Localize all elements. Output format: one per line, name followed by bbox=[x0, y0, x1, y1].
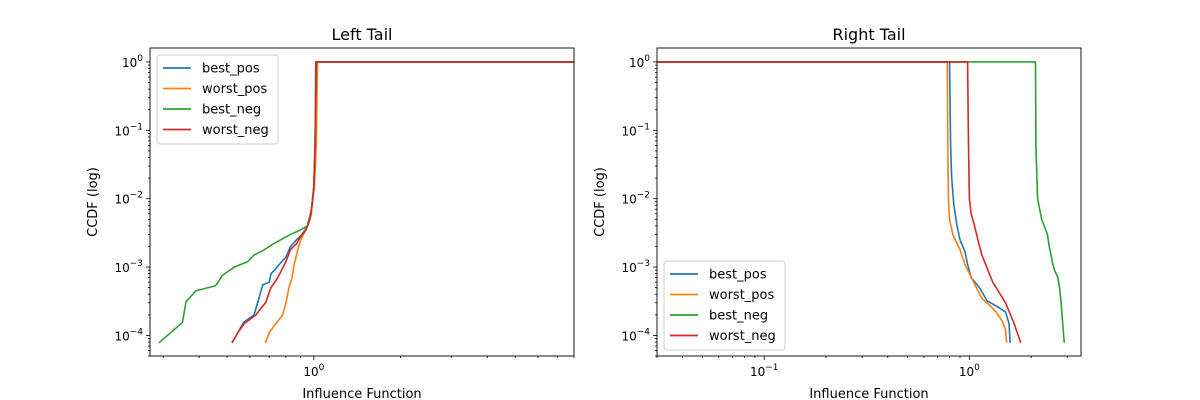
y-tick-label: 10−2 bbox=[114, 191, 143, 207]
left-tail-x-ticks: 100 bbox=[162, 356, 575, 379]
y-tick-label: 100 bbox=[122, 54, 143, 70]
right-tail-title: Right Tail bbox=[832, 25, 905, 44]
right-tail-y-axis-label: CCDF (log) bbox=[593, 167, 608, 237]
right-tail-panel: Right Tail 10−1 100 10−4 10−3 10−2 10−1 100 I… bbox=[593, 25, 1082, 400]
left-tail-x-axis-label: Influence Function bbox=[302, 387, 421, 400]
y-tick-label: 10−3 bbox=[114, 259, 143, 275]
x-tick-label: 100 bbox=[959, 363, 980, 379]
series-line-worst-pos bbox=[264, 61, 574, 344]
right-tail-y-ticks: 10−4 10−3 10−2 10−1 100 bbox=[621, 54, 657, 357]
legend-box bbox=[663, 260, 786, 351]
y-tick-label: 10−1 bbox=[621, 122, 650, 138]
left-tail-panel: Left Tail 100 10−4 10−3 10−2 10−1 100 Influe… bbox=[86, 25, 575, 400]
left-tail-legend: best_pos worst_pos best_neg worst_neg bbox=[156, 54, 279, 145]
series-line-worst-neg bbox=[231, 61, 574, 344]
legend-label: worst_pos bbox=[202, 82, 268, 97]
legend-label: worst_neg bbox=[709, 329, 776, 344]
series-line-best-pos bbox=[657, 61, 1011, 343]
right-tail-x-axis-label: Influence Function bbox=[809, 387, 928, 400]
right-tail-plot-area bbox=[656, 47, 1082, 357]
legend-label: worst_neg bbox=[202, 123, 269, 138]
y-tick-label: 100 bbox=[629, 54, 650, 70]
x-tick-label: 10−1 bbox=[750, 363, 779, 379]
legend-label: best_pos bbox=[202, 62, 260, 77]
series-line-worst-neg bbox=[657, 61, 1022, 344]
legend-label: best_neg bbox=[202, 103, 261, 118]
y-tick-label: 10−4 bbox=[621, 327, 650, 343]
legend-label: best_pos bbox=[709, 268, 767, 283]
y-tick-label: 10−1 bbox=[114, 122, 143, 138]
y-tick-label: 10−3 bbox=[621, 259, 650, 275]
left-tail-title: Left Tail bbox=[331, 25, 392, 44]
y-tick-label: 10−2 bbox=[621, 191, 650, 207]
right-tail-x-ticks: 10−1 100 bbox=[656, 356, 1068, 379]
legend-box bbox=[156, 54, 279, 145]
legend-label: best_neg bbox=[709, 309, 768, 324]
series-lines bbox=[158, 61, 574, 344]
left-tail-y-axis-label: CCDF (log) bbox=[86, 167, 101, 237]
y-tick-label: 10−4 bbox=[114, 327, 143, 343]
series-line-best-neg bbox=[657, 61, 1066, 343]
series-line-worst-pos bbox=[657, 61, 1008, 343]
legend-label: worst_pos bbox=[709, 288, 775, 303]
series-lines bbox=[657, 61, 1066, 344]
left-tail-y-ticks: 10−4 10−3 10−2 10−1 100 bbox=[114, 54, 150, 357]
right-tail-legend: best_pos worst_pos best_neg worst_neg bbox=[663, 260, 786, 351]
x-tick-label: 100 bbox=[303, 363, 324, 379]
